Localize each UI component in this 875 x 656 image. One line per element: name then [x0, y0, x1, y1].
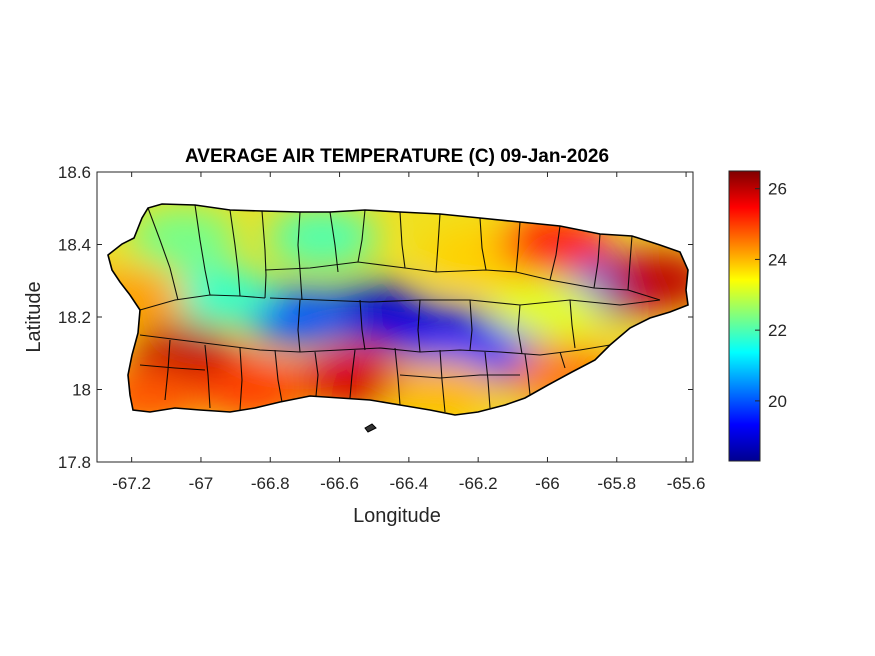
- y-axis-ticks: 17.8 18 18.2 18.4 18.6: [58, 163, 693, 472]
- island-outline: [107, 203, 689, 433]
- x-tick-label: -66.6: [320, 474, 359, 493]
- colorbar: [728, 170, 761, 462]
- y-tick-label: 18: [72, 381, 91, 400]
- x-tick-label: -66.2: [459, 474, 498, 493]
- colorbar-tick-label: 24: [768, 250, 787, 269]
- temperature-region: [267, 207, 378, 268]
- temperature-region: [492, 279, 603, 340]
- x-tick-label: -66: [535, 474, 560, 493]
- colorbar-tick-label: 20: [768, 392, 787, 411]
- temperature-region: [388, 359, 499, 415]
- x-tick-label: -65.8: [597, 474, 636, 493]
- y-tick-label: 17.8: [58, 453, 91, 472]
- x-tick-label: -67: [189, 474, 214, 493]
- temperature-region: [301, 348, 412, 409]
- colorbar-tick-label: 26: [768, 180, 787, 199]
- map-title: AVERAGE AIR TEMPERATURE (C) 09-Jan-2026: [185, 146, 609, 167]
- temperature-region: [128, 207, 239, 268]
- y-tick-label: 18.4: [58, 236, 91, 255]
- colorbar-tick-label: 22: [768, 321, 787, 340]
- x-axis-ticks: -67.2 -67 -66.8 -66.6 -66.4 -66.2 -66 -65.8 -65.…: [112, 172, 705, 493]
- x-tick-label: -66.8: [251, 474, 290, 493]
- x-axis-label: Longitude: [353, 505, 441, 527]
- x-tick-label: -66.4: [389, 474, 428, 493]
- x-tick-label: -67.2: [112, 474, 151, 493]
- y-axis-label: Latitude: [23, 281, 45, 352]
- temperature-region: [603, 250, 688, 311]
- y-tick-label: 18.2: [58, 308, 91, 327]
- colorbar-ticks: 20 22 24 26: [755, 180, 787, 411]
- x-tick-label: -65.6: [667, 474, 706, 493]
- municipality-boundaries: [139, 204, 661, 413]
- y-tick-label: 18.6: [58, 163, 91, 182]
